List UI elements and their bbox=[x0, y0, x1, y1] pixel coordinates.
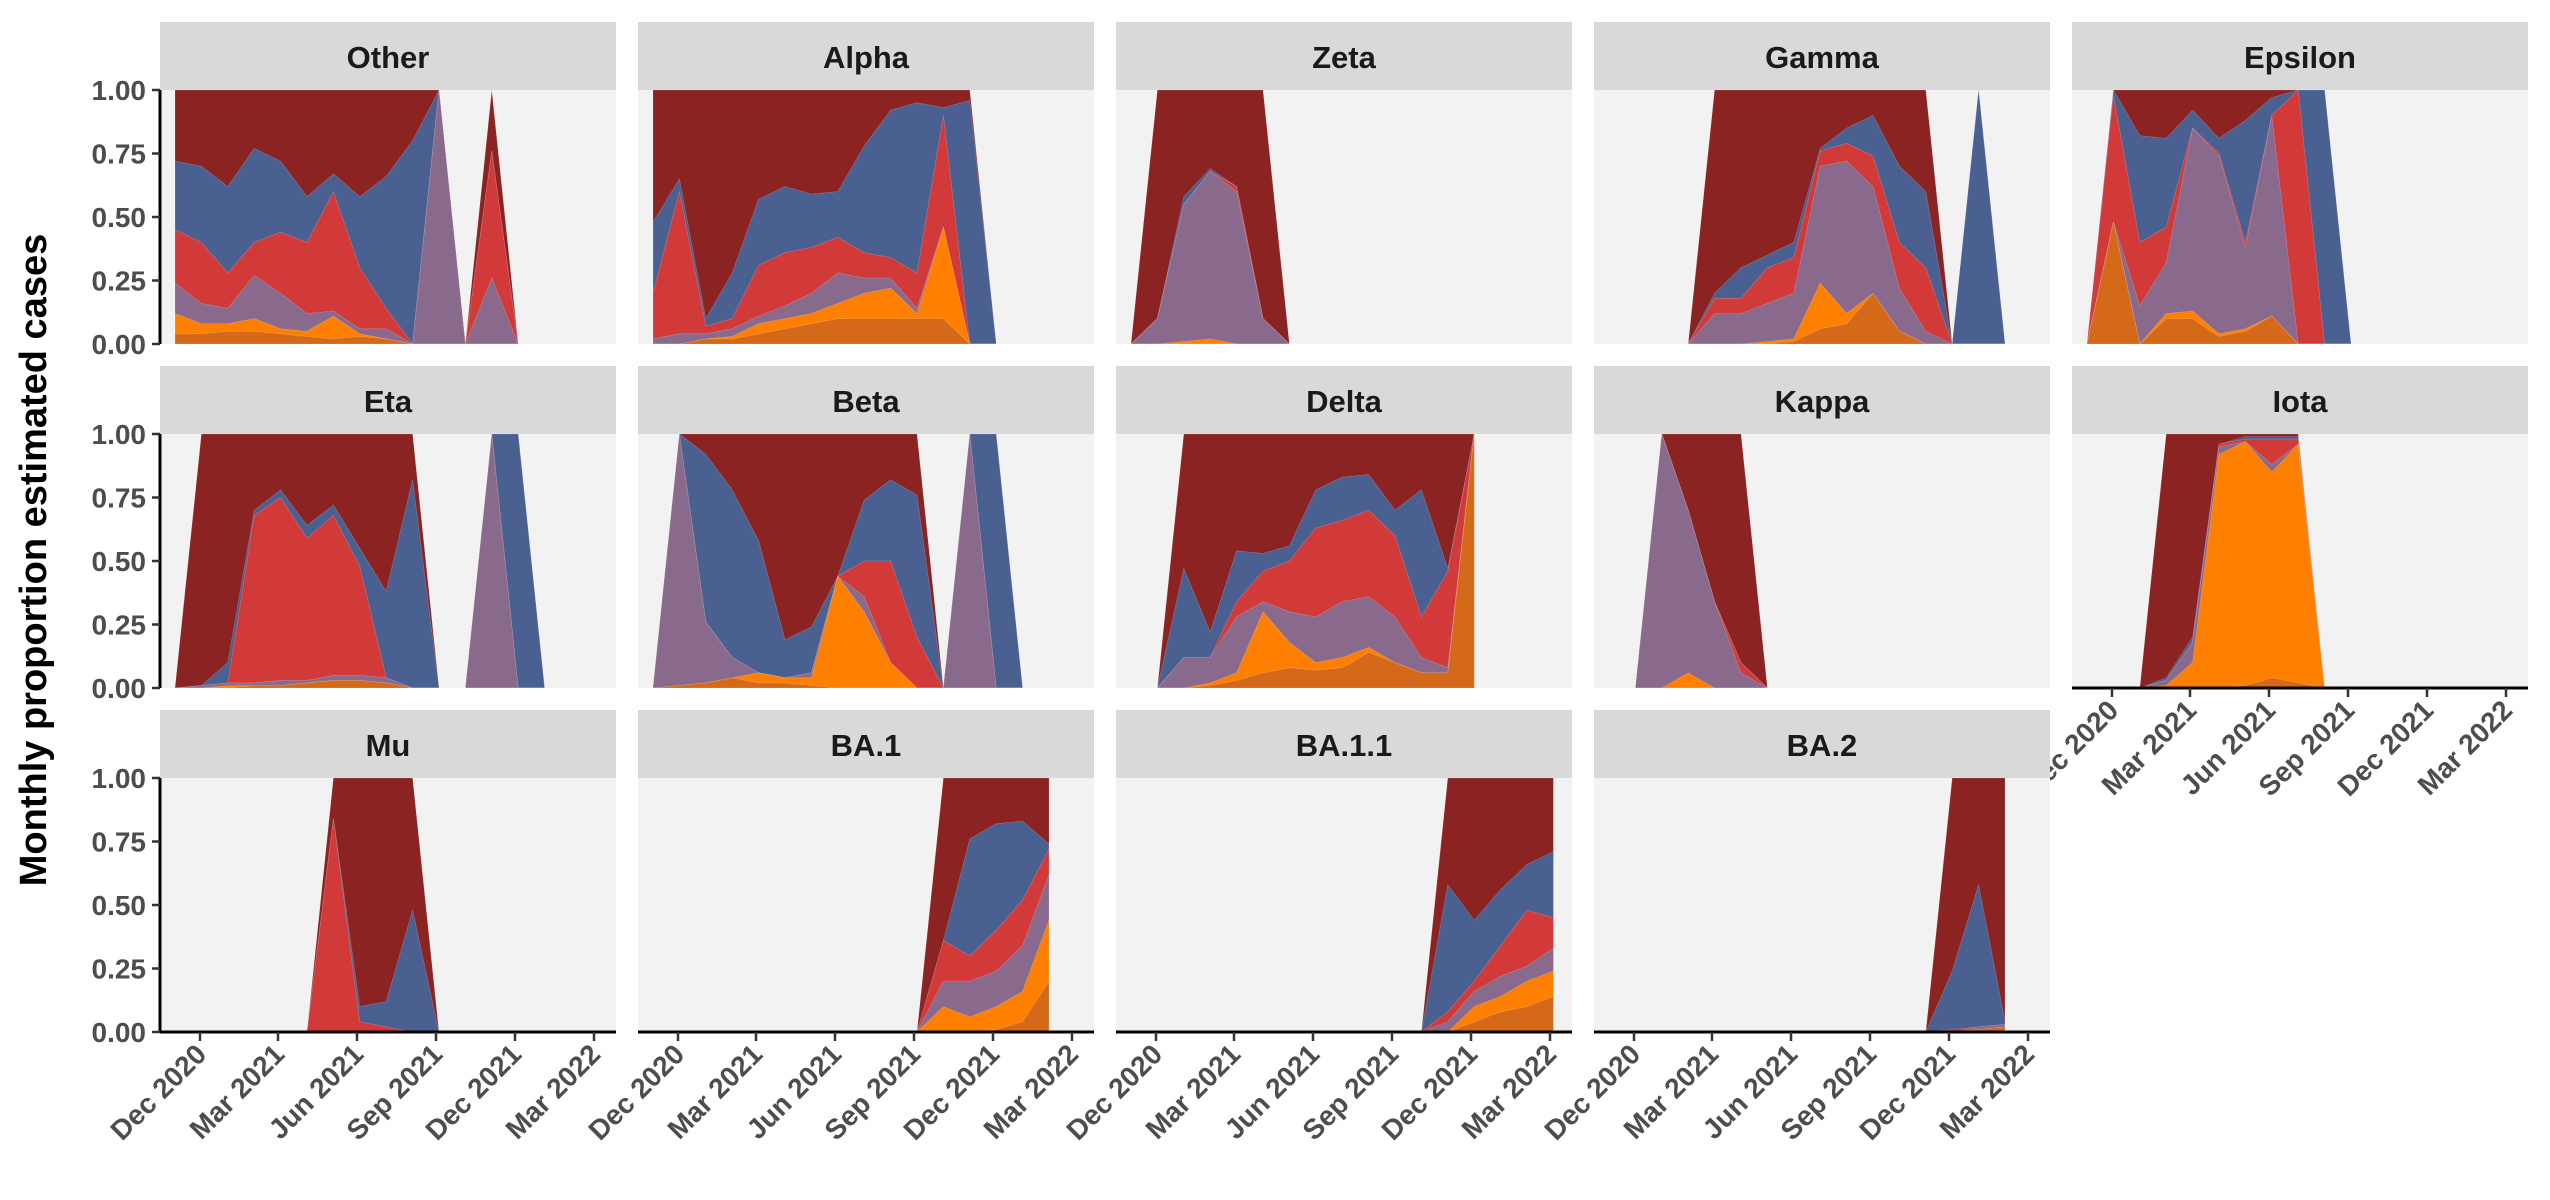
facet-strip-eta bbox=[160, 366, 616, 434]
facet-strip-gamma bbox=[1594, 22, 2050, 90]
facet-eta: Eta 0.00 0.25 0.50 0.75 1.00 bbox=[92, 366, 616, 704]
y-tick-label: 0.00 bbox=[92, 1017, 147, 1048]
area-band-2-kappa bbox=[1609, 672, 1768, 689]
facet-label-delta: Delta bbox=[1306, 384, 1383, 419]
facet-label-kappa: Kappa bbox=[1775, 384, 1871, 419]
facet-strip-mu bbox=[160, 710, 616, 778]
facet-strip-other bbox=[160, 22, 616, 90]
area-band-1-eta bbox=[175, 680, 545, 689]
area-band-2-beta bbox=[652, 575, 1023, 689]
area-band-1-beta bbox=[652, 677, 1023, 689]
area-band-1-alpha bbox=[653, 318, 997, 345]
facet-label-ba-1: BA.1 bbox=[831, 728, 902, 763]
facet-label-zeta: Zeta bbox=[1312, 40, 1377, 75]
facet-epsilon: Epsilon bbox=[2072, 22, 2528, 345]
facet-alpha: Alpha bbox=[638, 22, 1094, 345]
facet-panels: Other 0.00 0.25 0.50 0.75 1.00 Alpha Zeta Gamma E… bbox=[92, 22, 2528, 1146]
facet-strip-alpha bbox=[638, 22, 1094, 90]
facet-kappa: Kappa bbox=[1594, 366, 2050, 689]
y-tick-label: 0.25 bbox=[92, 266, 147, 297]
facet-strip-ba-2 bbox=[1594, 710, 2050, 778]
facet-label-alpha: Alpha bbox=[823, 40, 910, 75]
area-band-5-beta bbox=[652, 433, 1023, 689]
y-tick-label: 0.25 bbox=[92, 610, 147, 641]
area-band-3-epsilon bbox=[2086, 115, 2351, 345]
y-tick-label: 0.25 bbox=[92, 954, 147, 985]
facet-gamma: Gamma bbox=[1594, 22, 2050, 345]
y-tick-label: 0.00 bbox=[92, 673, 147, 704]
facet-strip-kappa bbox=[1594, 366, 2050, 434]
area-band-3-gamma bbox=[1609, 160, 2005, 345]
facet-label-iota: Iota bbox=[2272, 384, 2328, 419]
y-tick-label: 0.75 bbox=[92, 827, 147, 858]
facet-label-ba-2: BA.2 bbox=[1787, 728, 1858, 763]
y-axis-label: Monthly proportion estimated cases bbox=[13, 234, 55, 886]
y-tick-label: 0.00 bbox=[92, 329, 147, 360]
facet-strip-ba-1-1 bbox=[1116, 710, 1572, 778]
area-band-2-alpha bbox=[653, 226, 997, 345]
facet-label-ba-1-1: BA.1.1 bbox=[1296, 728, 1392, 763]
facet-strip-iota bbox=[2072, 366, 2528, 434]
area-band-1-delta bbox=[1131, 433, 1475, 689]
facet-label-eta: Eta bbox=[364, 384, 413, 419]
facet-zeta: Zeta bbox=[1116, 22, 1572, 345]
y-tick-label: 0.50 bbox=[92, 890, 147, 921]
area-band-2-gamma bbox=[1609, 282, 2005, 345]
area-band-1-other bbox=[174, 331, 519, 345]
facet-label-gamma: Gamma bbox=[1765, 40, 1879, 75]
facet-label-other: Other bbox=[347, 40, 430, 75]
y-tick-label: 1.00 bbox=[92, 763, 147, 794]
y-tick-label: 1.00 bbox=[92, 419, 147, 450]
area-band-3-kappa bbox=[1609, 433, 1769, 689]
area-band-3-zeta bbox=[1130, 170, 1343, 345]
facet-delta: Delta bbox=[1116, 366, 1572, 689]
y-tick-label: 0.75 bbox=[92, 483, 147, 514]
y-tick-label: 0.50 bbox=[92, 202, 147, 233]
area-band-1-gamma bbox=[1609, 292, 2005, 345]
area-band-3-eta bbox=[174, 433, 545, 689]
facet-strip-zeta bbox=[1116, 22, 1572, 90]
facet-strip-delta bbox=[1116, 366, 1572, 434]
area-band-3-other bbox=[174, 89, 519, 345]
y-tick-label: 0.50 bbox=[92, 546, 147, 577]
y-tick-label: 1.00 bbox=[92, 75, 147, 106]
facet-strip-beta bbox=[638, 366, 1094, 434]
facet-strip-epsilon bbox=[2072, 22, 2528, 90]
facet-beta: Beta bbox=[638, 366, 1094, 690]
facet-label-beta: Beta bbox=[832, 384, 900, 419]
y-tick-label: 0.75 bbox=[92, 139, 147, 170]
area-band-3-delta bbox=[1131, 433, 1475, 689]
facet-label-mu: Mu bbox=[366, 728, 411, 763]
facet-other: Other 0.00 0.25 0.50 0.75 1.00 bbox=[92, 22, 616, 360]
area-band-1-epsilon bbox=[2086, 222, 2351, 345]
area-band-4-alpha bbox=[652, 115, 997, 345]
area-band-2-zeta bbox=[1131, 338, 1343, 345]
facet-strip-ba-1 bbox=[638, 710, 1094, 778]
facet-label-epsilon: Epsilon bbox=[2244, 40, 2356, 75]
